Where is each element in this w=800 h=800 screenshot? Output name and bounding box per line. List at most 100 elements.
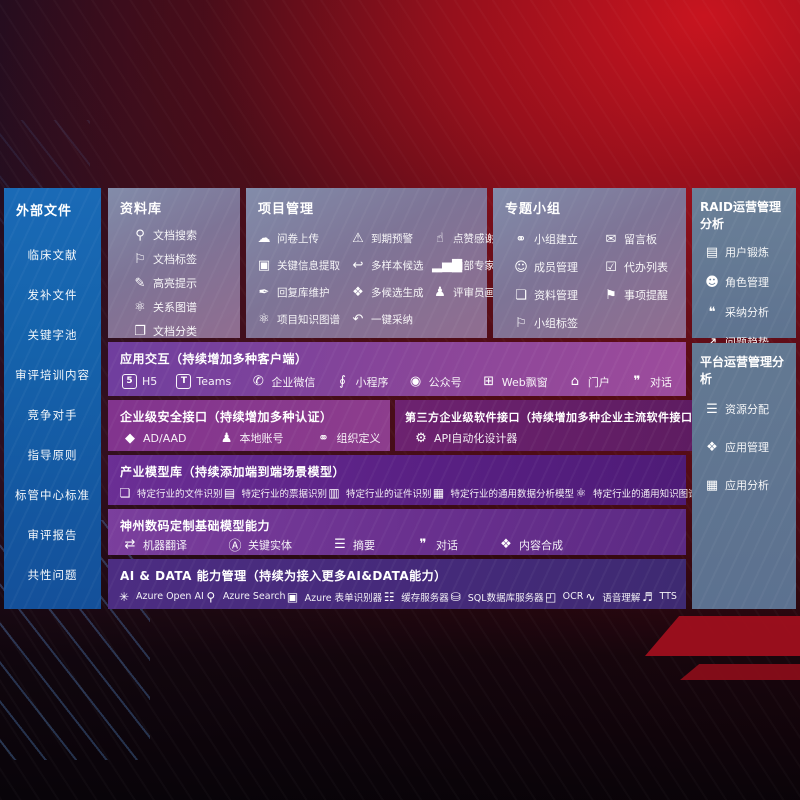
platform-analysis-title: 平台运营管理分析 [700,355,785,386]
ad-aad-icon: ◆ [125,430,135,446]
knowledge-graph-icon: ⚛ [258,312,270,327]
client-item: ∮ 小程序 [334,374,388,390]
feature-item: ✉ 留言板 [603,231,686,247]
library-panel: 资料库 ⚲ 文档搜索 ⚐ 文档标签 [108,188,240,339]
client-label: 对话 [649,375,672,389]
service-item: ▣ Azure 表单识别器 [286,589,382,604]
feature-item: ⚠ 到期预警 [350,231,432,246]
background-red-chevron-small [680,664,800,680]
project-management-panel: 项目管理 ☁ 问卷上传 ⚠ 到期预警 [246,188,517,338]
official-account-icon: ◉ [409,374,422,389]
highlight-icon: ✎ [134,275,146,291]
file-recognition-icon: ❏ [119,485,131,500]
auth-item: ◆ AD/AAD [122,431,187,446]
auth-label: AD/AAD [143,431,187,445]
cache-server-icon: ☷ [383,589,395,604]
thumbs-up-icon: ☝ [436,231,444,246]
foundation-model-items: ⇄ 机器翻译 Ⓐ 关键实体 ☰ 摘要 ❞ 对话 [108,534,686,555]
role-manage-icon: ☻ [705,274,719,290]
multi-generate-icon: ❖ [352,285,364,300]
right-column: RAID运营管理分析 ▤ 用户锻炼 ☻ 角色管理 ❝ 采纳分析 [692,188,796,609]
model-label: 特定行业的票据识别 [241,488,328,500]
feature-label: 成员管理 [534,261,578,274]
project-management-items: ☁ 问卷上传 ⚠ 到期预警 ☝ 点赞感谢 [246,219,517,333]
topic-group-title: 专题小组 [505,202,562,217]
expert-ranking-icon: ▂▅▇ [432,258,462,273]
analysis-label: 应用分析 [725,479,769,492]
tts-icon: ♬ [642,589,653,604]
auth-item: ⚭ 组织定义 [316,430,381,446]
feature-label: 评审员画像 [453,287,506,299]
raid-analysis-panel: RAID运营管理分析 ▤ 用户锻炼 ☻ 角色管理 ❝ 采纳分析 [692,188,796,350]
doc-classify-icon: ❐ [134,323,146,339]
data-analysis-model-icon: ▦ [432,485,445,500]
feature-label: 事项提醒 [624,289,668,302]
feature-item: ⚛ 关系图谱 [132,299,240,315]
message-board-icon: ✉ [605,231,617,247]
auth-label: 组织定义 [336,432,381,445]
app-analysis-icon: ▦ [705,477,719,493]
feature-item: ↩ 多样本候选 [350,258,432,273]
capability-item: ❞ 对话 [415,537,459,553]
feature-label: 留言板 [624,233,657,246]
feature-label: 代办列表 [624,261,668,274]
ocr-icon: ◰ [544,589,557,604]
interface-item: ⚙ API自动化设计器 [413,430,517,446]
feature-item: ⚐ 文档标签 [132,251,240,267]
chat-icon: ❞ [633,374,641,389]
feature-item: ⚛ 项目知识图谱 [256,312,350,327]
service-label: TTS [659,591,677,602]
feature-label: 问卷上传 [277,233,319,245]
external-files-list: 临床文献 发补文件 关键字池 审评培训内容 竞争对手 指导原则 标管中心标准 审… [4,235,101,595]
portal-icon: ⌂ [570,374,579,389]
capability-label: 机器翻译 [143,538,187,552]
wechat-work-icon: ✆ [252,374,264,389]
h5-icon: 5 [122,374,137,389]
capability-item: Ⓐ 关键实体 [227,535,292,555]
feature-item: ☺ 成员管理 [513,259,603,275]
external-file-item: 发补文件 [27,288,78,302]
external-file-item: 标管中心标准 [15,488,90,502]
app-interaction-title: 应用交互（持续增加多种客户端） [120,352,308,366]
one-click-adopt-icon: ↶ [352,312,364,327]
analysis-item: ▦ 应用分析 [704,477,796,493]
client-item: ⌂ 门户 [567,374,610,390]
external-file-item: 审评培训内容 [15,368,90,382]
thirdparty-software-items: ⚙ API自动化设计器 [395,425,714,451]
feature-item: ⚐ 小组标签 [513,315,603,331]
service-item: ∿ 语音理解 [583,590,640,604]
doc-search-icon: ⚲ [135,227,145,243]
external-files-panel: 外部文件 临床文献 发补文件 关键字池 审评培训内容 竞争对手 指导原则 标管中… [4,188,101,609]
feature-label: 文档分类 [153,325,197,338]
topic-group-panel: 专题小组 ⚭ 小组建立 ✉ 留言板 [493,188,686,338]
library-title: 资料库 [120,202,163,217]
industry-model-items: ❏ 特定行业的文件识别 ▤ 特定行业的票据识别 ▥ 特定行业的证件识别 [108,480,717,505]
service-label: 语音理解 [602,592,641,604]
feature-label: 小组标签 [534,317,578,330]
group-tag-icon: ⚐ [515,315,527,331]
feature-label: 文档搜索 [153,229,197,242]
id-recognition-icon: ▥ [328,485,340,500]
ai-data-items: ✳ Azure Open AI ⚲ Azure Search ▣ Azure 表… [108,584,686,609]
receipt-recognition-icon: ▤ [223,485,236,500]
reply-maintain-icon: ✒ [258,285,270,300]
top-row: 资料库 ⚲ 文档搜索 ⚐ 文档标签 [108,188,686,339]
azure-openai-icon: ✳ [118,589,130,604]
model-label: 特定行业的证件识别 [346,488,432,500]
analysis-item: ❖ 应用管理 [704,439,796,455]
sql-database-icon: ⛁ [450,589,461,604]
ai-data-panel: AI & DATA 能力管理（持续为接入更多AI&DATA能力） ✳ Azure… [108,559,686,609]
client-item: ✆ 企业微信 [250,374,315,390]
feature-label: 高亮提示 [153,277,197,290]
thirdparty-software-panel: 第三方企业级软件接口（持续增加多种企业主流软件接口） ⚙ API自动化设计器 [395,400,714,451]
feature-item: ↶ 一键采纳 [350,312,432,327]
feature-label: 到期预警 [371,233,413,245]
azure-form-recognizer-icon: ▣ [286,589,299,604]
teams-icon: T [176,374,192,389]
model-item: ▦ 特定行业的通用数据分析模型 [432,485,574,500]
model-label: 特定行业的通用知识图谱模型 [593,488,717,500]
resource-allocation-icon: ☰ [706,401,718,417]
analysis-item: ❝ 采纳分析 [704,304,796,320]
auth-item: ♟ 本地账号 [219,430,284,446]
